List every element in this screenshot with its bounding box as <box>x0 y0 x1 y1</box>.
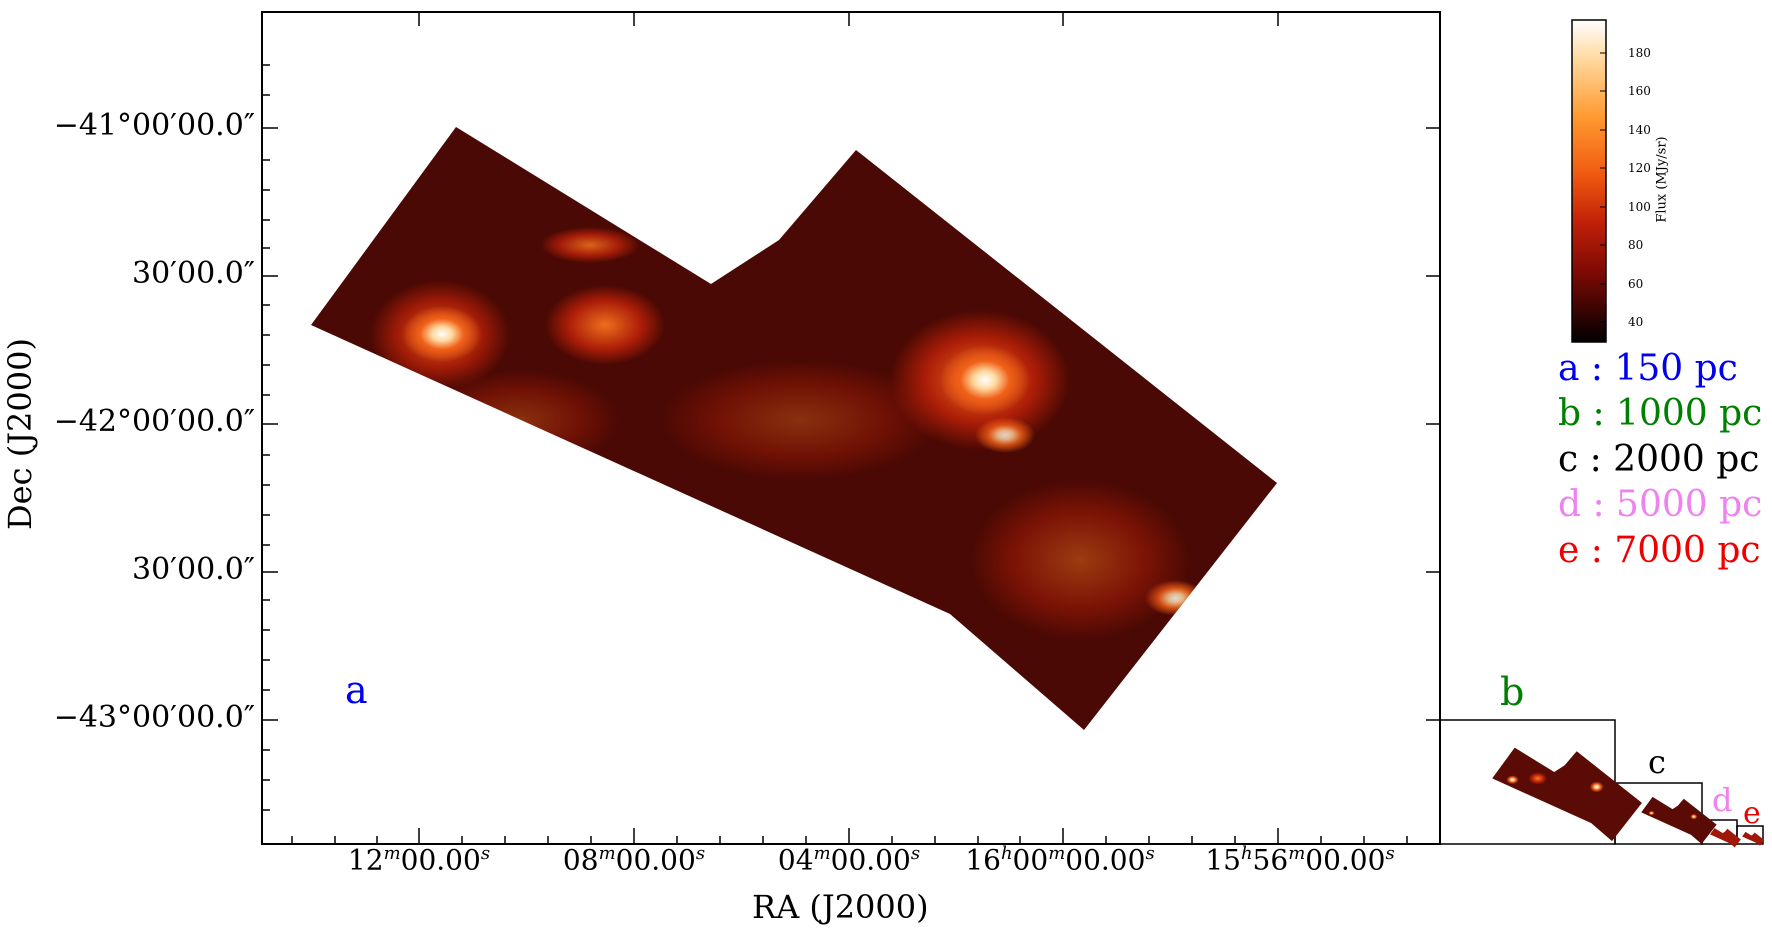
x-tick-label: 12m00.00s <box>347 843 491 877</box>
scale-legend-c: c : 2000 pc <box>1558 439 1760 480</box>
colorbar-tick-label: 80 <box>1628 238 1644 252</box>
scale-legend-a: a : 150 pc <box>1558 348 1738 389</box>
scale-legend-e: e : 7000 pc <box>1558 530 1761 571</box>
x-axis-ticks <box>291 12 1408 844</box>
inset-b-map <box>1492 747 1642 842</box>
inset-d-map <box>1709 828 1741 848</box>
colorbar-tick-label: 40 <box>1628 315 1644 329</box>
colorbar-ticks <box>1600 52 1606 323</box>
emission-map <box>311 127 1277 730</box>
inset-e-frame <box>1736 825 1764 845</box>
y-axis-label: Dec (J2000) <box>1 338 39 530</box>
inset-letter-c: c <box>1648 743 1666 781</box>
scale-legend-d: d : 5000 pc <box>1558 484 1763 525</box>
y-tick-label: −42°00′00.0″ <box>53 404 255 439</box>
panel-letter-a: a <box>345 668 368 712</box>
x-axis-label: RA (J2000) <box>752 888 929 926</box>
inset-c-map <box>1641 796 1717 844</box>
colorbar <box>1571 19 1607 343</box>
colorbar-tick-label: 160 <box>1628 84 1651 98</box>
x-tick-label: 15h56m00.00s <box>1205 843 1395 877</box>
inset-letter-e: e <box>1743 796 1761 831</box>
inset-letter-d: d <box>1712 781 1733 819</box>
colorbar-tick-label: 60 <box>1628 277 1644 291</box>
y-tick-label: −43°00′00.0″ <box>53 700 255 735</box>
x-tick-label: 08m00.00s <box>562 843 706 877</box>
main-axes-frame <box>261 11 1441 845</box>
y-axis-ticks <box>262 64 1440 811</box>
y-tick-label: −41°00′00.0″ <box>53 108 255 143</box>
inset-letter-b: b <box>1500 670 1525 714</box>
scale-legend-b: b : 1000 pc <box>1558 393 1763 434</box>
colorbar-tick-label: 100 <box>1628 200 1651 214</box>
colorbar-tick-label: 180 <box>1628 46 1651 60</box>
colorbar-tick-label: 120 <box>1628 161 1651 175</box>
colorbar-label: Flux (MJy/sr) <box>1654 136 1670 223</box>
inset-e-map <box>1742 831 1765 846</box>
y-tick-label: 30′00.0″ <box>132 256 255 291</box>
colorbar-tick-label: 140 <box>1628 123 1651 137</box>
x-tick-label: 04m00.00s <box>777 843 921 877</box>
y-tick-label: 30′00.0″ <box>132 552 255 587</box>
x-tick-label: 16h00m00.00s <box>965 843 1155 877</box>
